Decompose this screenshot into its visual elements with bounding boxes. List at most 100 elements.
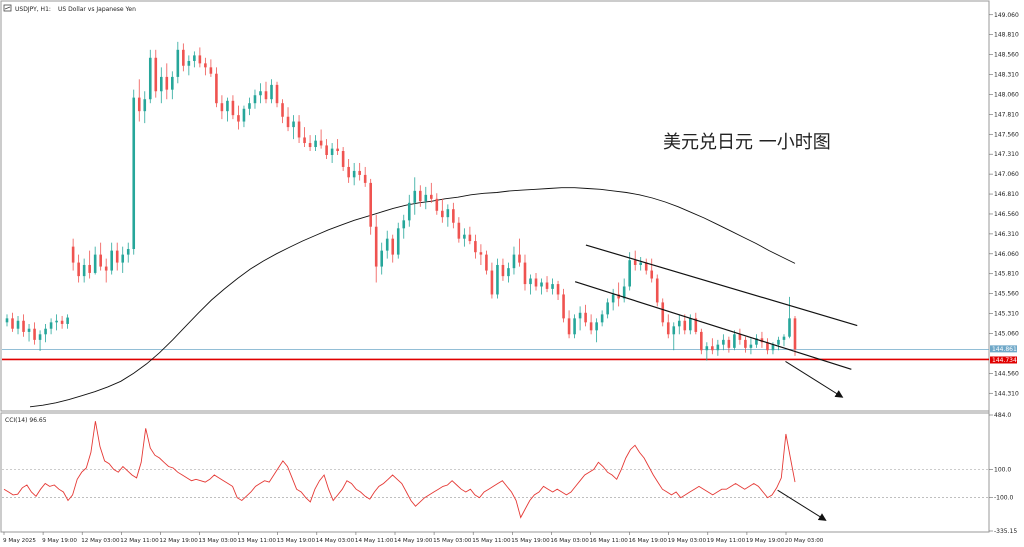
chart-annotation: 美元兑日元 一小时图 [663,132,831,153]
candle [788,296,791,339]
time-tick-label: 14 May 03:00 [316,538,355,544]
candle-body [545,282,549,289]
candle-body [99,254,102,267]
candle [137,79,141,122]
candle-body [231,100,235,116]
time-tick-label: 20 May 03:00 [785,538,824,544]
candle-body [159,76,163,92]
time-tick-label: 12 May 19:00 [159,538,198,544]
candle [534,272,538,291]
candle-body [540,282,543,287]
price-tick-label: 147.810 [994,111,1019,118]
candle-body [226,100,229,112]
candle [793,315,797,356]
candle-body [655,278,659,303]
candle [308,135,312,152]
candle [104,258,108,283]
candle [115,242,119,271]
cci-pane[interactable] [0,412,990,533]
price-pane[interactable] [0,0,990,412]
candle-body [242,108,246,122]
candle-body [11,318,14,329]
candle [165,63,169,100]
candle [55,314,58,331]
candle [176,41,180,84]
candle-body [413,190,417,203]
candle-body [633,260,637,265]
candle [352,162,356,186]
candle-body [600,314,604,323]
candle [457,217,461,243]
candle [110,242,113,275]
candle-body [286,116,290,128]
candle [567,310,571,339]
candle [661,298,665,327]
candle-body [396,228,400,255]
candle-body [771,344,775,351]
time-tick-label: 12 May 11:00 [120,538,159,544]
candle-body [722,339,725,345]
candle-body [363,174,367,183]
candle [297,115,301,144]
time-tick-label: 14 May 11:00 [355,538,394,544]
candle [407,194,411,227]
candle [275,81,279,108]
candle [16,315,20,335]
candle [374,214,378,283]
candle-body [644,262,648,271]
candle-body [5,318,9,323]
candle [44,323,47,343]
candle [744,336,747,353]
candle [182,43,185,72]
candle [650,258,654,283]
candle [452,202,455,229]
candle [430,182,433,203]
candle [496,258,499,299]
candle [518,238,521,267]
candle [622,278,626,303]
candle-body [369,182,372,227]
candle-body [259,91,262,96]
candle [121,246,125,273]
candle [584,304,587,327]
candle [655,274,659,307]
candle [722,334,725,351]
lower-channel-line [574,281,852,370]
candle-body [27,328,31,332]
candle-body [336,148,339,152]
candle [573,314,576,339]
time-tick-label: 15 May 11:00 [472,538,511,544]
candle-body [617,294,620,299]
candle-body [281,103,284,117]
candle [380,242,384,275]
trend-lines [574,244,858,398]
time-tick-label: 15 May 03:00 [433,538,472,544]
candle-body [380,250,384,267]
candle [27,323,31,342]
time-tick-label: 16 May 03:00 [550,538,589,544]
candle-body [115,250,119,263]
candle [760,331,764,348]
time-axis: 9 May 2025 9 May 19:00 12 May 03:00 12 May … [3,532,824,544]
candle [755,334,758,348]
candle [617,282,620,307]
candle [99,242,102,271]
time-tick-label: 14 May 19:00 [394,538,433,544]
candle-body [518,254,521,263]
price-tick-label: 146.810 [994,191,1019,198]
candle-body [402,220,406,229]
candle [766,338,769,355]
candle-body [325,145,328,155]
candle-body [501,264,505,277]
candle-body [435,198,439,211]
candle-body [330,148,334,155]
candle [231,95,235,120]
candle [683,314,687,335]
candle-body [479,252,483,255]
candle [237,105,240,130]
price-tick-label: 144.560 [994,370,1019,377]
candle [281,99,284,124]
candle [468,226,472,245]
price-tick-label: 148.810 [994,32,1019,39]
candle [733,330,736,351]
